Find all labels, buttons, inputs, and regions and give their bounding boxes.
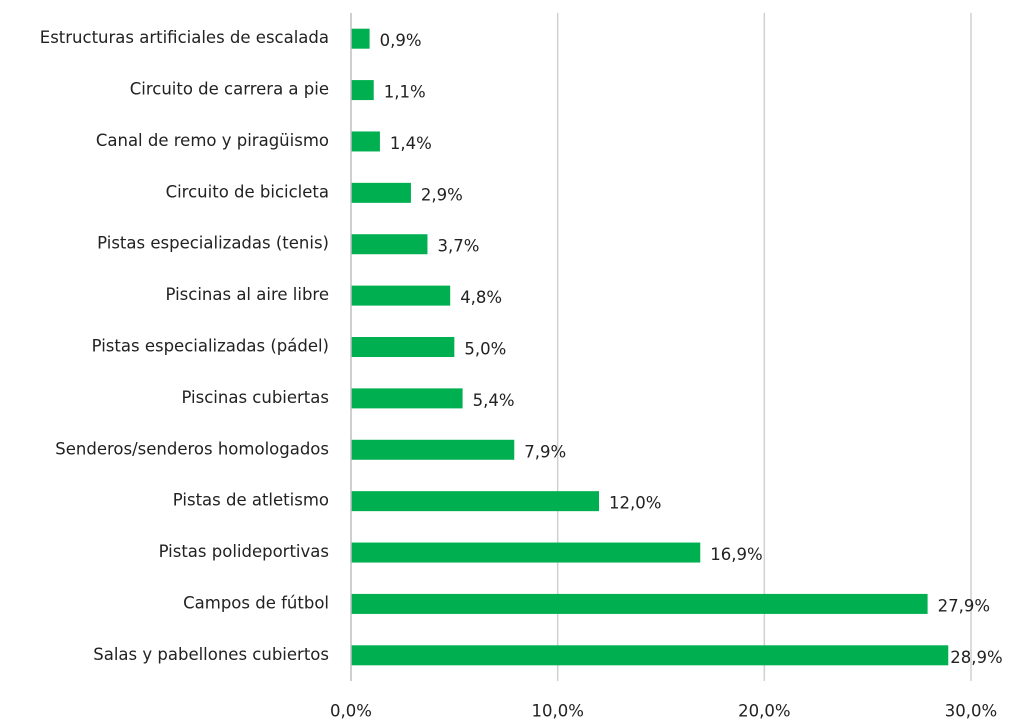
bar <box>351 645 949 666</box>
bar <box>351 131 380 152</box>
bar <box>351 285 451 306</box>
bar <box>351 182 411 203</box>
y-tick-label: Salas y pabellones cubiertos <box>93 645 329 664</box>
value-label: 2,9% <box>421 185 463 204</box>
bar <box>351 542 701 563</box>
value-label: 0,9% <box>380 31 422 50</box>
bar <box>351 388 463 409</box>
bar <box>351 28 370 49</box>
y-tick-label: Pistas especializadas (tenis) <box>97 234 329 253</box>
x-tick-label: 10,0% <box>531 702 583 721</box>
value-label: 7,9% <box>524 442 566 461</box>
y-tick-label: Circuito de carrera a pie <box>130 80 329 99</box>
value-label: 5,0% <box>464 340 506 359</box>
y-tick-label: Pistas de atletismo <box>173 491 329 510</box>
x-tick-label: 30,0% <box>945 702 997 721</box>
bar <box>351 593 928 614</box>
y-tick-label: Pistas especializadas (pádel) <box>92 337 329 356</box>
bar <box>351 439 515 460</box>
value-label: 3,7% <box>437 237 479 256</box>
bar <box>351 234 428 255</box>
y-tick-label: Circuito de bicicleta <box>166 182 329 201</box>
value-label: 4,8% <box>460 288 502 307</box>
value-label: 5,4% <box>473 391 515 410</box>
y-tick-label: Campos de fútbol <box>183 593 329 612</box>
x-tick-label: 20,0% <box>738 702 790 721</box>
y-tick-label: Senderos/senderos homologados <box>55 439 329 458</box>
y-tick-label: Piscinas cubiertas <box>181 388 329 407</box>
value-label: 27,9% <box>938 596 990 615</box>
value-label: 28,9% <box>950 648 1002 667</box>
bar <box>351 337 455 357</box>
value-label: 12,0% <box>609 494 661 513</box>
value-label: 1,4% <box>390 134 432 153</box>
x-tick-label: 0,0% <box>330 702 372 721</box>
y-tick-label: Piscinas al aire libre <box>165 285 329 304</box>
value-label: 1,1% <box>384 83 426 102</box>
bar <box>351 491 599 512</box>
y-tick-label: Canal de remo y piragüismo <box>96 131 329 150</box>
bar <box>351 80 374 101</box>
y-tick-label: Estructuras artificiales de escalada <box>40 28 329 47</box>
value-label: 16,9% <box>710 545 762 564</box>
y-tick-label: Pistas polideportivas <box>159 542 329 561</box>
